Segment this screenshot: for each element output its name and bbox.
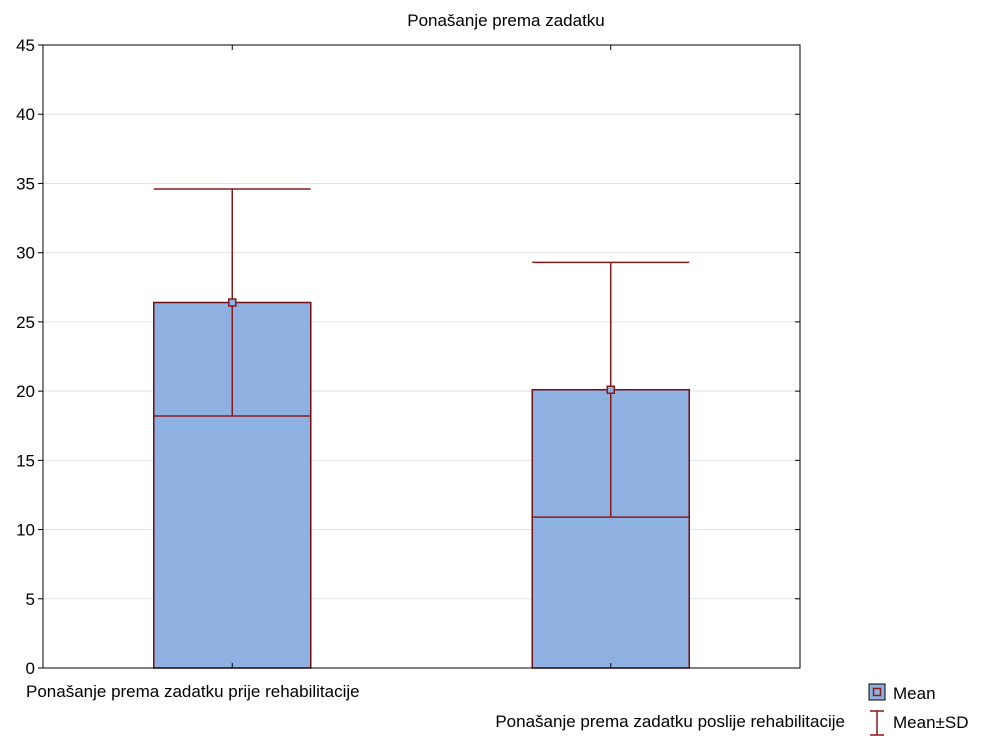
legend: Mean Mean±SD xyxy=(868,683,968,736)
y-tick-label: 20 xyxy=(16,382,35,401)
legend-label-mean: Mean xyxy=(893,684,936,703)
y-tick-label: 10 xyxy=(16,521,35,540)
y-tick-label: 35 xyxy=(16,174,35,193)
legend-item-mean: Mean xyxy=(868,683,936,703)
chart-title: Ponašanje prema zadatku xyxy=(407,11,605,30)
y-tick-label: 40 xyxy=(16,105,35,124)
plot-frame xyxy=(42,44,801,669)
legend-sd-marker xyxy=(870,710,884,736)
legend-item-sd: Mean±SD xyxy=(870,710,968,736)
x-category-label: Ponašanje prema zadatku poslije rehabili… xyxy=(495,712,845,731)
x-axis: Ponašanje prema zadatku prije rehabilita… xyxy=(26,45,845,731)
legend-swatch-mean xyxy=(868,683,886,701)
y-tick-label: 15 xyxy=(16,451,35,470)
mean-marker-2 xyxy=(606,385,615,394)
y-tick-label: 5 xyxy=(26,590,35,609)
legend-mean-marker xyxy=(872,687,882,697)
y-tick-label: 0 xyxy=(26,659,35,678)
legend-label-sd: Mean±SD xyxy=(893,713,968,732)
y-tick-label: 25 xyxy=(16,313,35,332)
y-tick-label: 30 xyxy=(16,244,35,263)
bars xyxy=(153,188,690,669)
mean-marker-1 xyxy=(228,298,237,307)
y-axis: 0 5 10 15 20 25 30 35 40 45 xyxy=(16,36,800,678)
y-tick-label: 45 xyxy=(16,36,35,55)
x-category-label: Ponašanje prema zadatku prije rehabilita… xyxy=(26,682,360,701)
